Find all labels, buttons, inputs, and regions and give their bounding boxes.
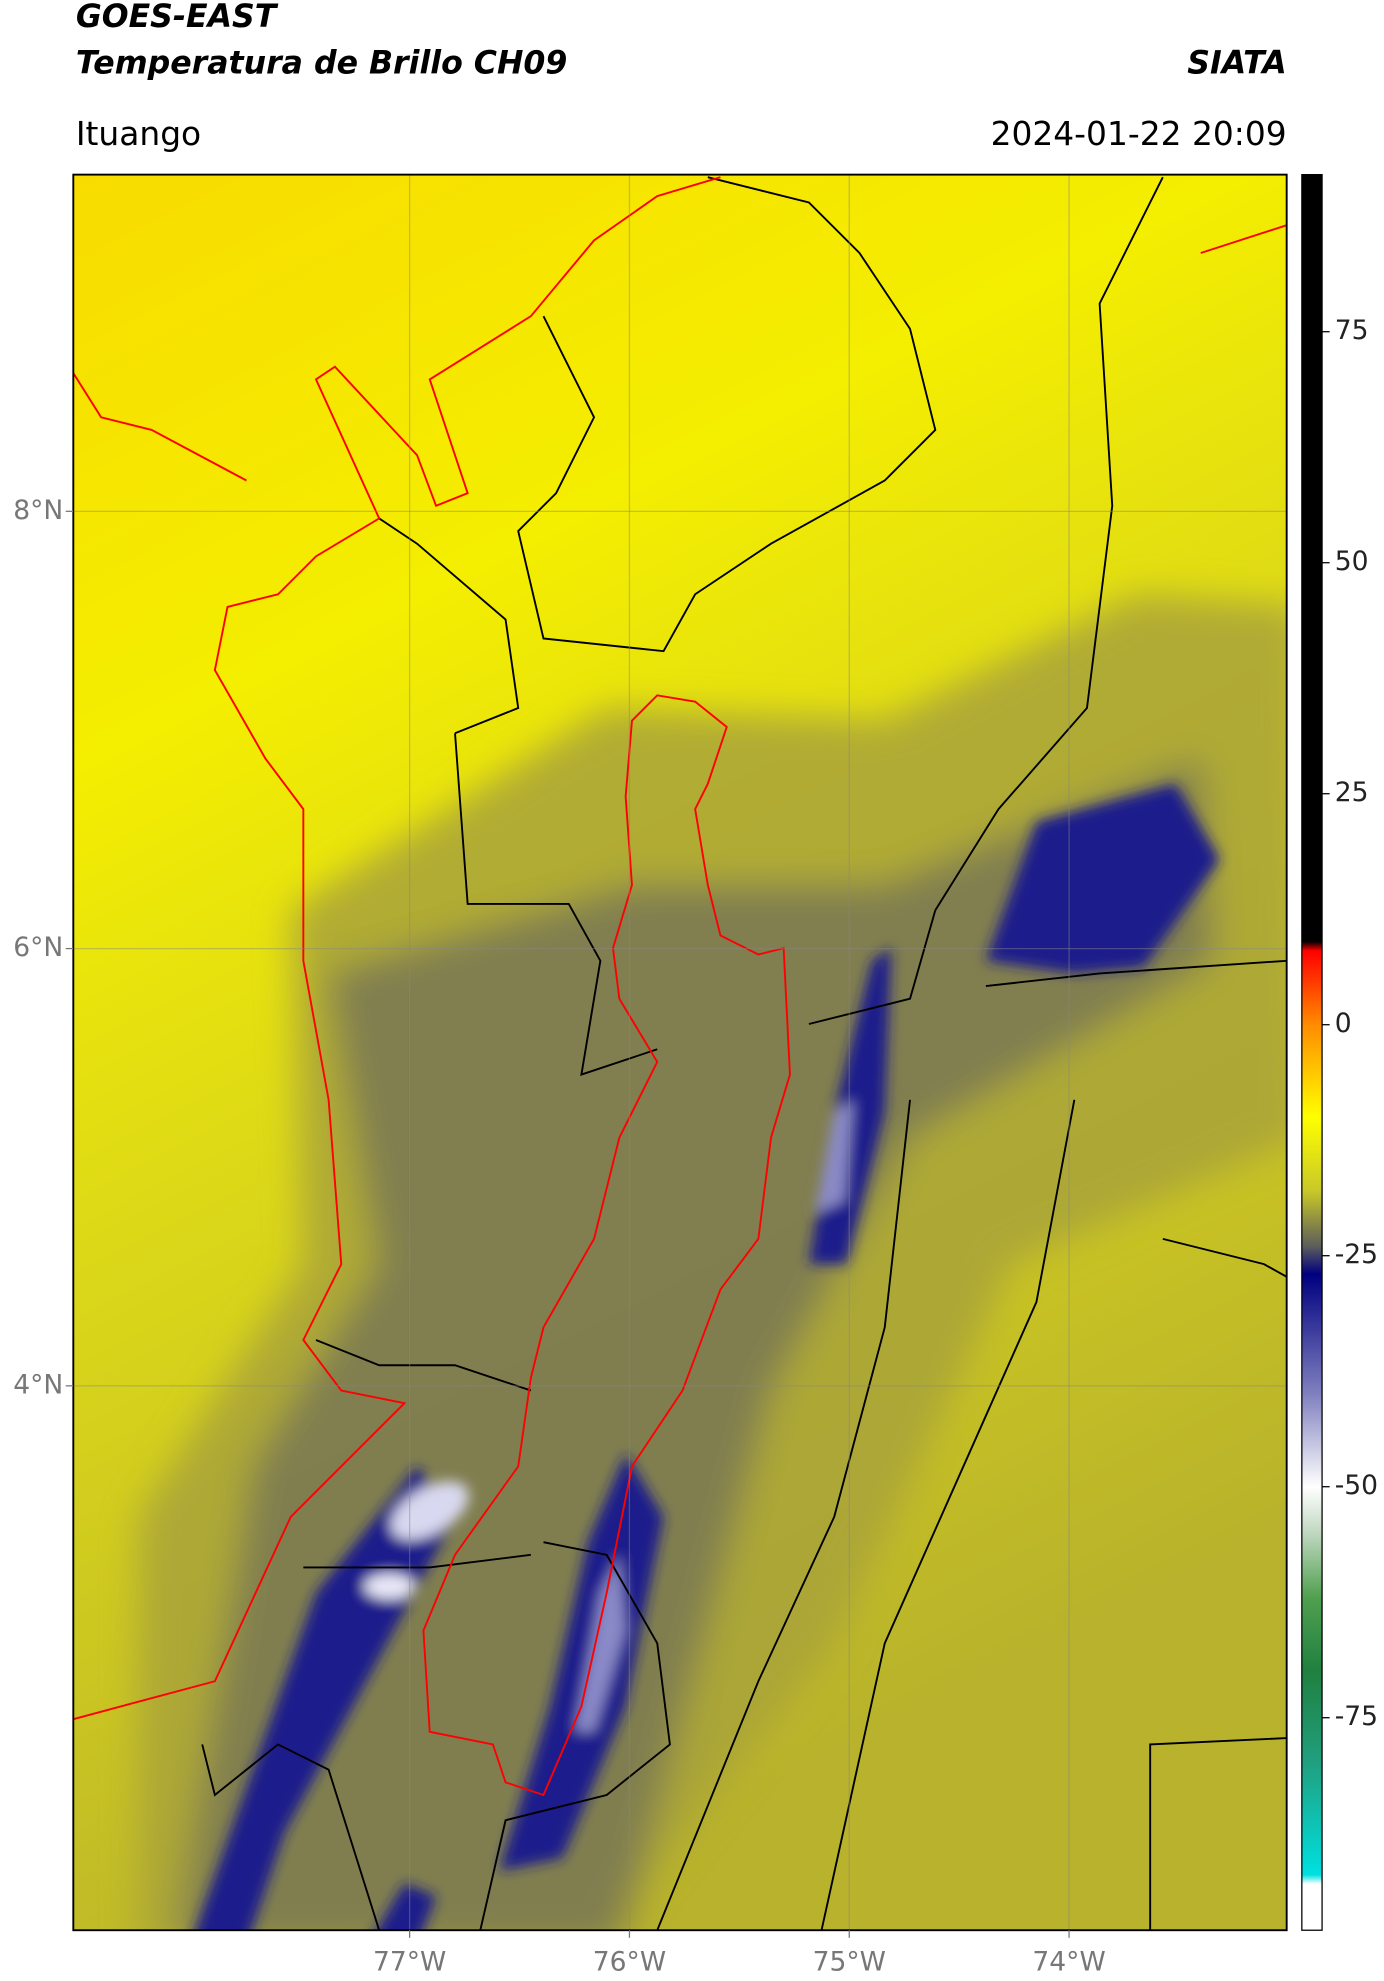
boundaries: [73, 176, 1287, 1931]
colorbar-tick-label: 25: [1335, 777, 1369, 808]
source: SIATA: [1187, 46, 1286, 82]
subtitle: Temperatura de Brillo CH09: [76, 46, 568, 82]
grid: [73, 174, 1287, 1931]
map-imagery: [73, 174, 1287, 1931]
colorbar-fill: [1301, 174, 1323, 1931]
colorbar-tick-label: -50: [1335, 1470, 1378, 1501]
title: GOES-EAST: [76, 0, 279, 35]
y-tick-label: 6°N: [13, 932, 63, 963]
location: Ituango: [76, 114, 201, 153]
x-tick-label: 74°W: [1032, 1947, 1105, 1978]
axes: 77°W 76°W 75°W 74°W 8°N 6°N 4°N: [13, 495, 1105, 1978]
cold-cloud-tops: [195, 783, 1220, 1931]
colorbar-tick-label: -75: [1335, 1701, 1378, 1732]
colorbar: 75 50 25 0 -25 -50 -75: [1301, 174, 1378, 1931]
y-tick-label: 4°N: [13, 1369, 63, 1400]
colorbar-tick-label: 75: [1335, 315, 1369, 346]
x-tick-label: 75°W: [813, 1947, 886, 1978]
x-tick-label: 76°W: [593, 1947, 666, 1978]
map-frame: [72, 173, 1288, 1932]
colorbar-tick-label: 0: [1335, 1008, 1352, 1039]
colorbar-tick-label: 50: [1335, 546, 1369, 577]
x-tick-label: 77°W: [373, 1947, 446, 1978]
y-tick-label: 8°N: [13, 495, 63, 526]
datetime: 2024-01-22 20:09: [991, 114, 1287, 153]
colorbar-tick-label: -25: [1335, 1239, 1378, 1270]
